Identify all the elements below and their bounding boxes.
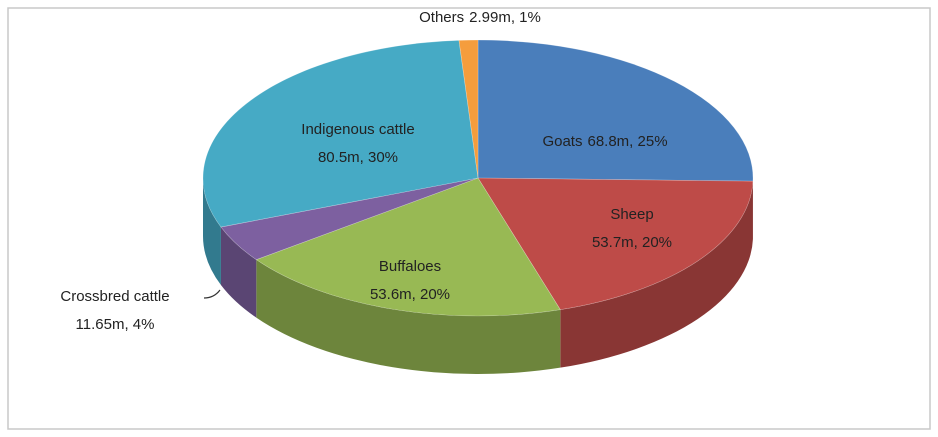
data-label-value: 53.7m, 20%	[592, 234, 672, 251]
data-label-value: 2.99m, 1%	[469, 9, 541, 26]
data-label-category: Goats	[542, 133, 582, 150]
data-label-category: Crossbred cattle	[60, 288, 169, 305]
pie-slice	[477, 39, 754, 182]
data-label-value: 53.6m, 20%	[370, 286, 450, 303]
data-label: Indigenous cattle 80.5m, 30%	[301, 121, 414, 166]
pie-slice-side	[220, 227, 257, 318]
data-label: Buffaloes 53.6m, 20%	[370, 258, 450, 303]
data-label: Goats 68.8m, 25%	[542, 133, 667, 150]
pie-slice	[458, 39, 479, 179]
data-label-category: Indigenous cattle	[301, 121, 414, 138]
pie-slice	[255, 177, 561, 317]
pie-slice	[220, 177, 479, 260]
data-label-value: 80.5m, 30%	[318, 149, 398, 166]
pie-slice	[477, 177, 754, 311]
data-label: Sheep 53.7m, 20%	[592, 206, 672, 251]
data-label-category: Sheep	[610, 206, 653, 223]
data-label-value: 68.8m, 25%	[587, 133, 667, 150]
pie-slice-side	[560, 181, 753, 368]
data-label-value: 11.65m, 4%	[76, 316, 155, 333]
data-label-category: Others	[419, 9, 464, 26]
pie-slice-side	[203, 178, 221, 286]
data-label: Others 2.99m, 1%	[419, 9, 541, 26]
leader-line	[203, 289, 221, 299]
pie-slice-side	[256, 259, 561, 374]
pie-slice	[202, 40, 479, 228]
data-label-category: Buffaloes	[379, 258, 441, 275]
data-label: Crossbred cattle 11.65m, 4%	[60, 288, 169, 333]
